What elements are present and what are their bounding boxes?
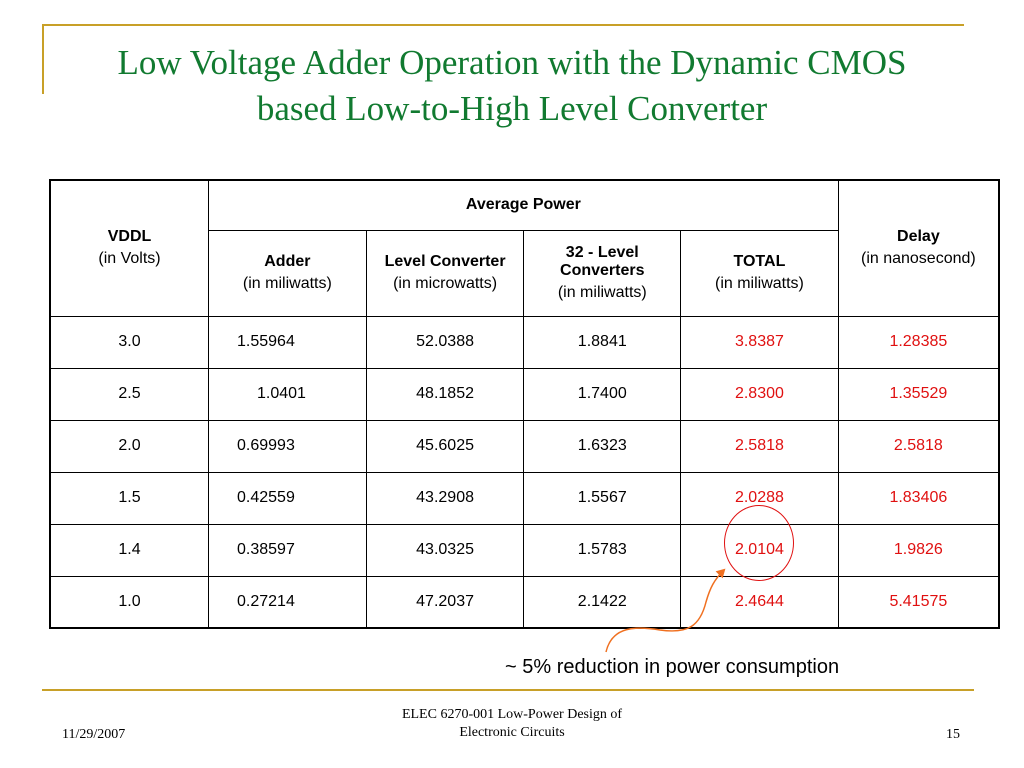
cell-total: 3.8387 (680, 315, 839, 369)
header-32-converters-label: 32 - Level Converters (560, 244, 645, 279)
cell-delay: 1.35529 (837, 367, 1000, 421)
cell-total: 2.4644 (680, 575, 839, 629)
cell-delay: 1.9826 (837, 523, 1000, 577)
header-delay-unit: (in nanosecond) (860, 250, 976, 268)
cell-vddl: 2.0 (49, 419, 209, 473)
top-rule (42, 24, 964, 26)
header-level-converter-label: Level Converter (384, 253, 506, 270)
cell-level-converter: 45.6025 (365, 419, 525, 473)
slide-title-line-2: based Low-to-High Level Converter (256, 89, 768, 128)
cell-adder: 1.0401 (208, 367, 367, 421)
header-delay-label: Delay (897, 228, 940, 246)
cell-level-converter: 43.0325 (365, 523, 525, 577)
footer-course-line-2: Electronic Circuits (459, 725, 565, 740)
table-row: 1.0 0.27214 47.2037 2.1422 2.4644 5.4157… (49, 575, 1000, 629)
slide-title-line-1: Low Voltage Adder Operation with the Dyn… (117, 43, 907, 82)
header-total: TOTAL (in miliwatts) (680, 229, 839, 317)
cell-32-converters: 1.7400 (523, 367, 682, 421)
header-32-converters-unit: (in miliwatts) (557, 284, 647, 301)
cell-32-converters: 1.6323 (523, 419, 682, 473)
cell-vddl: 3.0 (49, 315, 209, 369)
annotation-text: ~ 5% reduction in power consumption (505, 656, 840, 678)
table-row: 2.5 1.0401 48.1852 1.7400 2.8300 1.35529 (49, 367, 1000, 421)
cell-32-converters: 1.5783 (523, 523, 682, 577)
cell-level-converter: 48.1852 (365, 367, 525, 421)
footer-course-line-1: ELEC 6270-001 Low-Power Design of (401, 707, 623, 722)
header-32-converters: 32 - Level Converters (in miliwatts) (523, 229, 682, 317)
highlight-circle (724, 505, 794, 581)
cell-32-converters: 1.5567 (523, 471, 682, 525)
cell-total: 2.8300 (680, 367, 839, 421)
cell-adder: 1.55964 (208, 315, 367, 369)
cell-adder: 0.69993 (208, 419, 367, 473)
cell-level-converter: 47.2037 (365, 575, 525, 629)
cell-vddl: 1.0 (49, 575, 209, 629)
footer-date: 11/29/2007 (62, 727, 126, 742)
cell-adder: 0.38597 (208, 523, 367, 577)
cell-adder: 0.27214 (208, 575, 367, 629)
cell-delay: 2.5818 (837, 419, 1000, 473)
table-row-highlighted: 1.4 0.38597 43.0325 1.5783 2.0104 1.9826 (49, 523, 1000, 577)
cell-vddl: 2.5 (49, 367, 209, 421)
cell-32-converters: 2.1422 (523, 575, 682, 629)
header-total-unit: (in miliwatts) (714, 275, 804, 292)
header-adder: Adder (in miliwatts) (208, 229, 367, 317)
table-row: 1.5 0.42559 43.2908 1.5567 2.0288 1.8340… (49, 471, 1000, 525)
left-rule (42, 24, 44, 94)
table-row: 3.0 1.55964 52.0388 1.8841 3.8387 1.2838… (49, 315, 1000, 369)
cell-level-converter: 43.2908 (365, 471, 525, 525)
cell-adder: 0.42559 (208, 471, 367, 525)
results-table: VDDL (in Volts) Average Power Delay (in … (49, 179, 1000, 629)
page-number: 15 (946, 727, 960, 742)
cell-vddl: 1.4 (49, 523, 209, 577)
header-total-label: TOTAL (733, 253, 786, 270)
cell-total: 2.5818 (680, 419, 839, 473)
cell-delay: 5.41575 (837, 575, 1000, 629)
cell-level-converter: 52.0388 (365, 315, 525, 369)
header-average-power: Average Power (208, 179, 839, 231)
header-adder-label: Adder (264, 253, 311, 270)
header-average-power-label: Average Power (465, 196, 581, 214)
cell-delay: 1.28385 (837, 315, 1000, 369)
slide-title: Low Voltage Adder Operation with the Dyn… (50, 40, 974, 132)
header-row-1: VDDL (in Volts) Average Power Delay (in … (49, 179, 1000, 317)
header-adder-unit: (in miliwatts) (242, 275, 332, 292)
header-level-converter-unit: (in microwatts) (393, 275, 498, 292)
cell-vddl: 1.5 (49, 471, 209, 525)
header-level-converter: Level Converter (in microwatts) (365, 229, 525, 317)
table-row: 2.0 0.69993 45.6025 1.6323 2.5818 2.5818 (49, 419, 1000, 473)
header-vddl: VDDL (in Volts) (49, 179, 209, 317)
cell-32-converters: 1.8841 (523, 315, 682, 369)
header-vddl-unit: (in Volts) (98, 250, 161, 268)
header-vddl-label: VDDL (107, 228, 152, 246)
cell-delay: 1.83406 (837, 471, 1000, 525)
header-row-2: Adder (in miliwatts) Level Converter (in… (50, 229, 999, 317)
header-delay: Delay (in nanosecond) (837, 179, 1000, 317)
footer-rule (42, 689, 974, 691)
footer-course: ELEC 6270-001 Low-Power Design of Electr… (362, 706, 662, 742)
